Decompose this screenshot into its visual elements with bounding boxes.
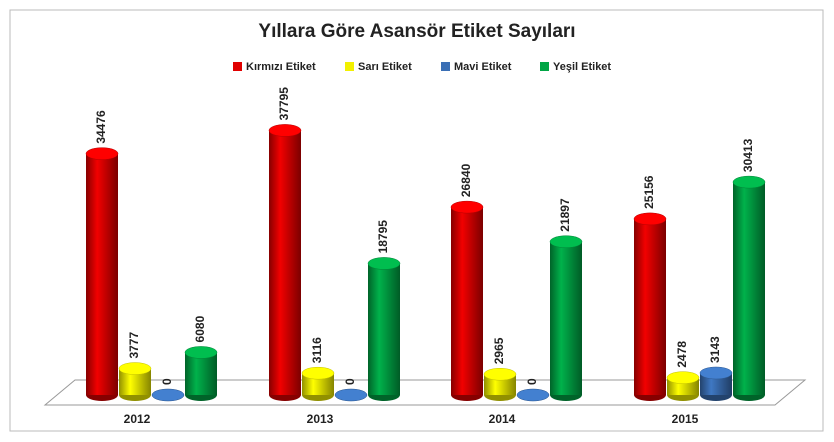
legend-swatch (233, 62, 242, 71)
value-label: 0 (160, 378, 174, 385)
bar (700, 372, 732, 395)
floor (43, 379, 807, 406)
bar-top (699, 366, 733, 380)
bar-top (268, 124, 302, 137)
value-label: 21897 (558, 198, 572, 232)
bar-top (732, 175, 766, 189)
legend-label: Yeşil Etiket (553, 61, 611, 73)
bar-top (85, 147, 119, 160)
legend-label: Kırmızı Etiket (246, 61, 316, 73)
chart-frame (9, 9, 824, 432)
bar-top (483, 367, 517, 381)
bar-top (367, 257, 401, 270)
value-label: 0 (525, 378, 539, 385)
bar-top (334, 388, 368, 402)
bar (451, 207, 483, 395)
bar (269, 130, 301, 395)
value-label: 3116 (310, 337, 324, 363)
value-label: 30413 (741, 138, 755, 172)
value-label: 26840 (459, 163, 473, 197)
bar-top (450, 200, 484, 214)
legend-swatch (540, 62, 549, 71)
value-label: 37795 (277, 87, 291, 121)
legend-label: Sarı Etiket (358, 61, 412, 73)
bar-top (301, 366, 335, 380)
x-tick-label: 2015 (672, 412, 699, 426)
bar-top (633, 212, 667, 226)
legend-swatch (441, 62, 450, 71)
value-label: 2965 (492, 337, 506, 364)
bar-top (151, 388, 185, 402)
bar (550, 241, 582, 395)
value-label: 3777 (127, 332, 141, 359)
bar (634, 218, 666, 395)
value-label: 34476 (94, 110, 108, 144)
value-label: 0 (343, 378, 357, 385)
bar (733, 182, 765, 395)
x-tick-label: 2013 (307, 412, 334, 426)
value-label: 2478 (675, 341, 689, 368)
chart-title: Yıllara Göre Asansör Etiket Sayıları (258, 21, 575, 42)
bar-top (184, 346, 218, 359)
bar-top (549, 235, 583, 248)
value-label: 18795 (376, 220, 390, 254)
value-label: 25156 (642, 175, 656, 209)
x-tick-label: 2014 (489, 412, 516, 426)
bar (368, 263, 400, 395)
legend-swatch (345, 62, 354, 71)
bar-top (666, 371, 700, 384)
x-tick-label: 2012 (124, 412, 151, 426)
bar-top (516, 388, 550, 402)
bar (86, 153, 118, 395)
bar-top (118, 362, 152, 375)
bar (185, 352, 217, 395)
value-label: 3143 (708, 336, 722, 363)
legend-label: Mavi Etiket (454, 61, 512, 73)
value-label: 6080 (193, 315, 207, 342)
